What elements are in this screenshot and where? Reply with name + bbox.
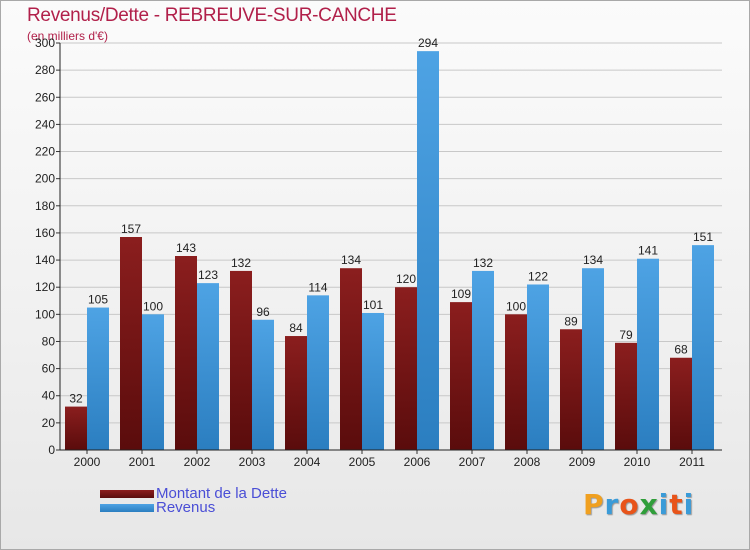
bar-revenue — [417, 51, 439, 450]
data-label: 120 — [396, 272, 416, 286]
x-tick-label: 2008 — [514, 455, 541, 469]
chart-title: Revenus/Dette - REBREUVE-SUR-CANCHE — [27, 5, 397, 26]
data-label: 105 — [88, 293, 108, 307]
y-tick-label: 200 — [35, 172, 55, 186]
logo-letter: x — [639, 488, 659, 521]
data-label: 132 — [473, 256, 493, 270]
axes — [59, 43, 722, 451]
data-label: 96 — [256, 305, 270, 319]
gridlines — [60, 42, 722, 451]
y-tick-label: 240 — [35, 117, 55, 131]
logo-letter: r — [604, 488, 620, 521]
bar-revenue — [582, 268, 604, 450]
bar-debt — [65, 406, 87, 450]
bar-revenue — [142, 314, 164, 450]
logo-letter: P — [583, 488, 605, 521]
y-tick-label: 280 — [35, 63, 55, 77]
bar-debt — [560, 329, 582, 450]
y-tick-label: 120 — [35, 280, 55, 294]
bar-debt — [230, 270, 252, 450]
bar-debt — [395, 287, 417, 450]
bar-revenue — [252, 319, 274, 450]
y-tick-label: 40 — [42, 389, 56, 403]
data-label: 151 — [693, 230, 713, 244]
bar-revenue — [692, 245, 714, 450]
bar-revenue — [527, 284, 549, 450]
data-label: 32 — [69, 392, 83, 406]
x-tick-label: 2005 — [349, 455, 376, 469]
bars — [65, 51, 714, 450]
data-label: 101 — [363, 298, 383, 312]
bar-debt — [505, 314, 527, 450]
y-tick-label: 220 — [35, 145, 55, 159]
data-label: 100 — [143, 299, 163, 313]
data-label: 109 — [451, 287, 471, 301]
x-tick-label: 2009 — [569, 455, 596, 469]
data-label: 123 — [198, 268, 218, 282]
y-axis-ticks: 0 20 40 60 80 100 120 140 160 180 200 220 240 260 280 3… — [35, 36, 60, 457]
y-tick-label: 260 — [35, 90, 55, 104]
x-tick-label: 2010 — [624, 455, 651, 469]
data-label: 122 — [528, 269, 548, 283]
legend-swatch-revenue — [100, 504, 154, 512]
bar-revenue — [472, 270, 494, 450]
bar-debt — [615, 342, 637, 450]
legend-label-debt: Montant de la Dette — [156, 485, 287, 502]
data-label: 84 — [289, 321, 303, 335]
x-tick-label: 2007 — [459, 455, 486, 469]
bar-revenue — [307, 295, 329, 450]
bar-debt — [450, 302, 472, 450]
data-label: 100 — [506, 299, 526, 313]
bar-debt — [120, 237, 142, 450]
y-tick-label: 20 — [42, 416, 56, 430]
data-label: 157 — [121, 222, 141, 236]
data-label: 134 — [341, 253, 361, 267]
bar-revenue — [362, 312, 384, 450]
logo-letter: t — [669, 488, 684, 521]
logo-letter: i — [683, 488, 695, 521]
y-tick-label: 300 — [35, 36, 55, 50]
logo-letter: o — [619, 488, 640, 521]
bar-debt — [175, 255, 197, 450]
data-label: 141 — [638, 244, 658, 258]
data-label: 132 — [231, 256, 251, 270]
data-label: 143 — [176, 241, 196, 255]
chart-subtitle: (en milliers d'€) — [27, 29, 108, 43]
data-label: 89 — [564, 314, 578, 328]
legend-swatch-debt — [100, 490, 154, 498]
logo-letter: i — [658, 488, 670, 521]
y-tick-label: 180 — [35, 199, 55, 213]
y-tick-label: 80 — [42, 334, 56, 348]
x-tick-label: 2002 — [184, 455, 211, 469]
bar-debt — [340, 268, 362, 450]
x-tick-label: 2001 — [129, 455, 156, 469]
x-tick-label: 2004 — [294, 455, 321, 469]
y-tick-label: 0 — [48, 443, 55, 457]
legend-label-revenue: Revenus — [156, 499, 216, 516]
data-label: 68 — [674, 343, 688, 357]
y-tick-label: 160 — [35, 226, 55, 240]
bar-revenue — [637, 258, 659, 450]
bar-revenue — [197, 283, 219, 450]
x-tick-label: 2003 — [239, 455, 266, 469]
proxiti-logo: Proxiti — [583, 488, 694, 521]
bar-revenue — [87, 307, 109, 450]
x-axis-ticks: 2000 2001 2002 2003 2004 2005 2006 2007 2008 2009… — [74, 450, 705, 469]
data-label: 79 — [619, 328, 633, 342]
data-label: 294 — [418, 36, 438, 50]
y-tick-label: 100 — [35, 307, 55, 321]
x-tick-label: 2011 — [679, 455, 705, 469]
bar-debt — [285, 336, 307, 450]
x-tick-label: 2000 — [74, 455, 101, 469]
data-label: 114 — [308, 280, 327, 294]
bar-debt — [670, 357, 692, 450]
y-tick-label: 60 — [42, 362, 56, 376]
data-label: 134 — [583, 253, 603, 267]
x-tick-label: 2006 — [404, 455, 431, 469]
y-tick-label: 140 — [35, 253, 55, 267]
